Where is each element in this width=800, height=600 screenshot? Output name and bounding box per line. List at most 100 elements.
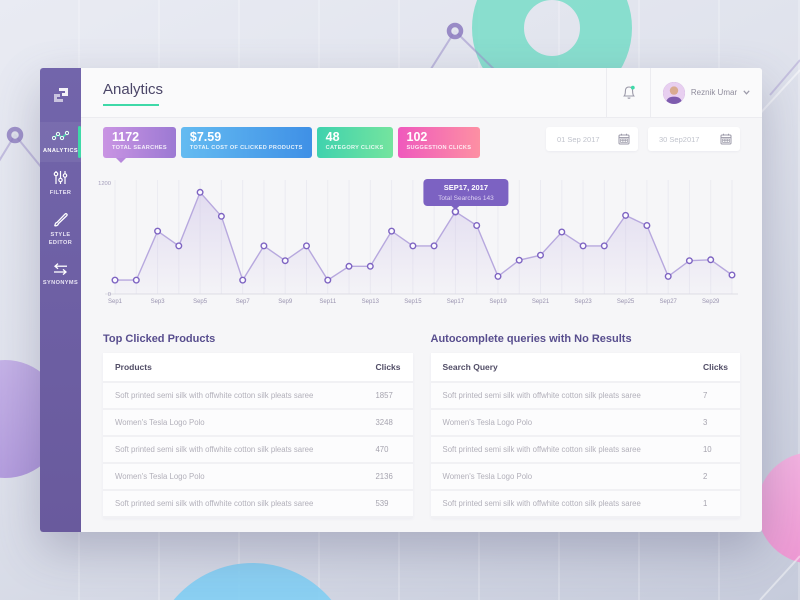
table-row[interactable]: Soft printed semi silk with offwhite cot… — [430, 436, 740, 464]
name-cell: Soft printed semi silk with offwhite cot… — [103, 382, 364, 410]
svg-text:SEP17, 2017: SEP17, 2017 — [444, 183, 488, 192]
stat-value: 48 — [325, 130, 340, 144]
column-header[interactable]: Search Query — [430, 353, 691, 383]
name-cell: Women's Tesla Logo Polo — [103, 463, 364, 491]
style-editor-brush-icon — [53, 212, 68, 227]
svg-text:Sep23: Sep23 — [574, 299, 592, 305]
clicks-cell: 2 — [690, 463, 740, 491]
chevron-down-icon — [743, 90, 750, 95]
name-cell: Soft printed semi silk with offwhite cot… — [103, 436, 364, 464]
name-cell: Women's Tesla Logo Polo — [430, 409, 691, 437]
table-row[interactable]: Women's Tesla Logo Polo 3248 — [103, 409, 413, 437]
svg-text:Sep3: Sep3 — [151, 299, 166, 305]
stat-value: $7.59 — [189, 130, 222, 144]
clicks-cell: 470 — [363, 436, 413, 464]
stat-label: TOTAL SEARCHES — [112, 145, 167, 151]
table-row[interactable]: Women's Tesla Logo Polo 2136 — [103, 463, 413, 491]
page-title-block: Analytics — [81, 68, 606, 117]
stat-value: 1172 — [112, 130, 140, 144]
stat-value: 102 — [406, 130, 428, 144]
svg-text:Sep5: Sep5 — [193, 299, 208, 305]
name-cell: Soft printed semi silk with offwhite cot… — [430, 382, 691, 410]
sidebar-item-synonyms[interactable]: SYNONYMS — [40, 255, 81, 294]
clicks-cell: 3 — [690, 409, 740, 437]
date-range-picker: 01 Sep 2017 30 Sep2017 — [546, 127, 740, 151]
sidebar-item-analytics[interactable]: ANALYTICS — [40, 122, 81, 163]
svg-text:Sep19: Sep19 — [489, 299, 507, 305]
bell-icon — [622, 85, 635, 99]
no-results-queries-table: Search Query Clicks Soft printed semi si… — [430, 353, 740, 518]
table-row[interactable]: Soft printed semi silk with offwhite cot… — [430, 382, 740, 410]
column-header[interactable]: Clicks — [363, 353, 413, 383]
svg-text:Sep27: Sep27 — [660, 299, 678, 305]
table-row[interactable]: Soft printed semi silk with offwhite cot… — [103, 436, 413, 464]
svg-text:Sep29: Sep29 — [702, 299, 720, 305]
stat-label: TOTAL COST OF CLICKED PRODUCTS — [189, 145, 303, 151]
table-row[interactable]: Soft printed semi silk with offwhite cot… — [103, 490, 413, 518]
sidebar: ANALYTICS FILTER STYLE EDITOR — [40, 68, 81, 532]
sidebar-item-label: FILTER — [49, 190, 72, 197]
section-title: Top Clicked Products — [103, 333, 216, 345]
stat-total-searches[interactable]: 1172 TOTAL SEARCHES — [103, 127, 176, 163]
svg-text:Sep1: Sep1 — [108, 299, 123, 305]
page-title: Analytics — [103, 81, 164, 98]
svg-text:Sep15: Sep15 — [404, 299, 422, 305]
stat-suggestion-clicks[interactable]: 102 SUGGESTION CLICKS — [397, 127, 481, 158]
stat-label: SUGGESTION CLICKS — [406, 145, 472, 151]
svg-text:0: 0 — [108, 292, 111, 298]
table-row[interactable]: Soft printed semi silk with offwhite cot… — [430, 490, 740, 518]
svg-text:Sep25: Sep25 — [617, 299, 635, 305]
sidebar-item-label: SYNONYMS — [42, 279, 79, 286]
user-menu[interactable]: Reznik Umar — [650, 68, 762, 117]
sidebar-item-label: ANALYTICS — [42, 148, 79, 154]
name-cell: Soft printed semi silk with offwhite cot… — [430, 490, 691, 518]
clicks-cell: 10 — [690, 436, 740, 464]
calendar-icon — [618, 133, 630, 145]
sidebar-item-label: STYLE EDITOR — [48, 231, 73, 247]
top-clicked-products-section: Top Clicked Products Products Clicks Sof… — [103, 327, 413, 518]
tables-row: Top Clicked Products Products Clicks Sof… — [103, 327, 740, 518]
sidebar-item-style-editor[interactable]: STYLE EDITOR — [40, 205, 81, 255]
stats-row: 1172 TOTAL SEARCHES $7.59 TOTAL COST OF … — [103, 127, 740, 163]
user-avatar — [662, 81, 685, 104]
content-area: 1172 TOTAL SEARCHES $7.59 TOTAL COST OF … — [81, 118, 762, 532]
stat-total-cost[interactable]: $7.59 TOTAL COST OF CLICKED PRODUCTS — [180, 127, 312, 158]
column-header[interactable]: Products — [103, 353, 364, 383]
chart-tooltip: SEP17, 2017 Total Searches 143 — [423, 179, 509, 210]
start-date-value: 01 Sep 2017 — [557, 134, 600, 144]
title-accent-underline — [103, 104, 159, 106]
clicks-cell: 1 — [690, 490, 740, 518]
section-title: Autocomplete queries with No Results — [430, 333, 632, 345]
name-cell: Women's Tesla Logo Polo — [103, 409, 364, 437]
notifications-button[interactable] — [606, 68, 650, 117]
app-logo[interactable] — [40, 68, 81, 122]
analytics-line-icon — [52, 130, 69, 141]
end-date-input[interactable]: 30 Sep2017 — [648, 127, 740, 151]
svg-text:Sep13: Sep13 — [362, 299, 380, 305]
clicks-cell: 2136 — [363, 463, 413, 491]
svg-text:Sep21: Sep21 — [532, 299, 550, 305]
calendar-icon — [720, 133, 732, 145]
chart-block: 1200 0 Sep1 Sep3 Sep5 Sep7 Sep9 Sep11 Sep13 Sep15… — [98, 171, 740, 319]
table-row[interactable]: Women's Tesla Logo Polo 2 — [430, 463, 740, 491]
logo-icon — [53, 88, 68, 102]
no-results-queries-section: Autocomplete queries with No Results Sea… — [430, 327, 740, 518]
synonyms-arrows-icon — [54, 262, 67, 275]
sidebar-item-filter[interactable]: FILTER — [40, 162, 81, 204]
dashboard-card: ANALYTICS FILTER STYLE EDITOR — [40, 68, 762, 532]
column-header[interactable]: Clicks — [690, 353, 740, 383]
stat-category-clicks[interactable]: 48 CATEGORY CLICKS — [316, 127, 393, 158]
main-pane: Analytics Reznik Umar — [81, 68, 762, 532]
clicks-cell: 7 — [690, 382, 740, 410]
svg-text:Sep11: Sep11 — [319, 299, 337, 305]
start-date-input[interactable]: 01 Sep 2017 — [546, 127, 638, 151]
table-row[interactable]: Women's Tesla Logo Polo 3 — [430, 409, 740, 437]
user-name: Reznik Umar — [690, 88, 738, 97]
svg-text:Sep17: Sep17 — [447, 299, 465, 305]
table-row[interactable]: Soft printed semi silk with offwhite cot… — [103, 382, 413, 410]
stat-label: CATEGORY CLICKS — [325, 145, 384, 151]
name-cell: Soft printed semi silk with offwhite cot… — [103, 490, 364, 518]
name-cell: Women's Tesla Logo Polo — [430, 463, 691, 491]
svg-text:Total Searches 143: Total Searches 143 — [438, 195, 494, 202]
